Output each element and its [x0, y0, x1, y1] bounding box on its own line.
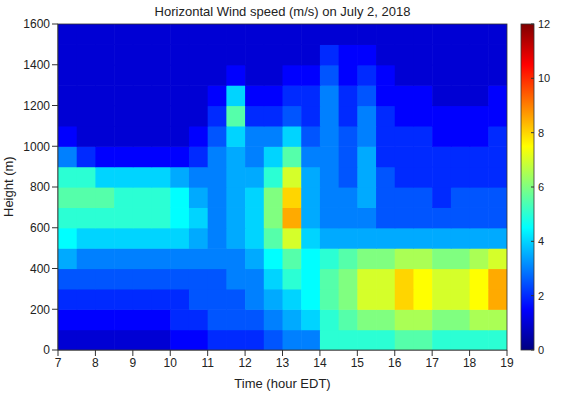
svg-text:7: 7	[55, 356, 62, 370]
svg-text:200: 200	[30, 303, 50, 317]
svg-text:Time (hour EDT): Time (hour EDT)	[234, 376, 330, 391]
svg-text:800: 800	[30, 180, 50, 194]
svg-text:14: 14	[313, 356, 327, 370]
svg-text:18: 18	[463, 356, 477, 370]
svg-text:600: 600	[30, 221, 50, 235]
svg-text:9: 9	[129, 356, 136, 370]
svg-text:15: 15	[351, 356, 365, 370]
svg-text:12: 12	[538, 18, 550, 30]
svg-text:1200: 1200	[23, 99, 50, 113]
svg-text:12: 12	[238, 356, 252, 370]
svg-text:19: 19	[500, 356, 514, 370]
html-text:Horizontal Wind speed (m/s) on: Horizontal Wind speed (m/s) on July 2, 2…	[154, 4, 411, 19]
svg-text:13: 13	[276, 356, 290, 370]
svg-text:2: 2	[538, 290, 544, 302]
svg-text:17: 17	[425, 356, 439, 370]
svg-text:0: 0	[43, 343, 50, 357]
svg-text:400: 400	[30, 262, 50, 276]
svg-text:6: 6	[538, 181, 544, 193]
svg-text:16: 16	[388, 356, 402, 370]
svg-text:10: 10	[164, 356, 178, 370]
svg-text:1400: 1400	[23, 58, 50, 72]
svg-text:10: 10	[538, 72, 550, 84]
svg-text:11: 11	[201, 356, 214, 370]
svg-text:Height (m): Height (m)	[1, 156, 16, 217]
svg-text:8: 8	[92, 356, 99, 370]
svg-text:1000: 1000	[23, 140, 50, 154]
svg-text:4: 4	[538, 235, 544, 247]
svg-text:8: 8	[538, 127, 544, 139]
svg-text:1600: 1600	[23, 17, 50, 31]
svg-text:0: 0	[538, 344, 544, 356]
